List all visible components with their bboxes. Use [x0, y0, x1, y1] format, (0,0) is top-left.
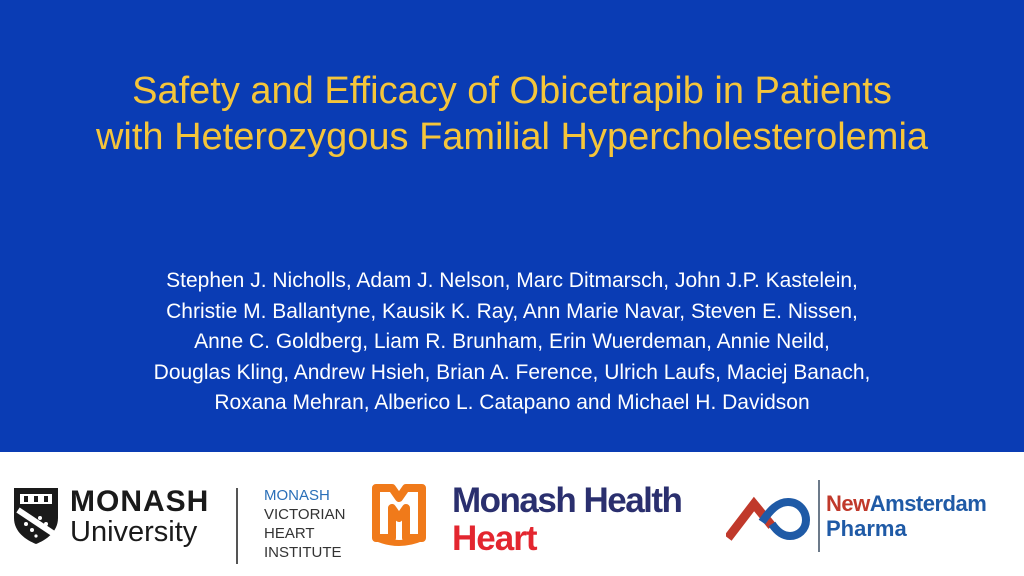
title-slide-background: Safety and Efficacy of Obicetrapib in Pa…: [0, 0, 1024, 452]
pharma-word: Pharma: [826, 516, 907, 541]
amsterdam-word: Amsterdam: [869, 491, 987, 516]
author-line: Roxana Mehran, Alberico L. Catapano and …: [214, 391, 810, 414]
newamsterdam-mark-icon: [726, 496, 811, 541]
author-line: Anne C. Goldberg, Liam R. Brunham, Erin …: [194, 330, 830, 353]
newamsterdam-word: NewAmsterdam: [826, 492, 1022, 516]
newamsterdam-divider: [818, 480, 820, 552]
mvhi-line: HEART: [264, 525, 315, 542]
university-word: University: [70, 516, 198, 548]
sponsor-logo-band: MONASH University MONASH VICTORIAN HEART…: [0, 452, 1024, 576]
monash-crest-icon: [14, 488, 58, 544]
author-line: Stephen J. Nicholls, Adam J. Nelson, Mar…: [166, 269, 858, 292]
mvhi-line: MONASH: [264, 487, 330, 504]
monash-health-word: Monash Health: [452, 481, 683, 520]
mvhi-logo: MONASH VICTORIAN HEART INSTITUTE: [264, 486, 364, 562]
newamsterdam-pharma-logo: NewAmsterdam Pharma: [826, 492, 1022, 542]
title-line: Safety and Efficacy of Obicetrapib in Pa…: [132, 70, 892, 112]
title-line: with Heterozygous Familial Hypercholeste…: [95, 116, 929, 158]
monash-health-heart-icon: [372, 484, 426, 546]
author-line: Douglas Kling, Andrew Hsieh, Brian A. Fe…: [153, 360, 871, 384]
new-word: New: [826, 491, 870, 516]
mvhi-line: INSTITUTE: [264, 544, 342, 561]
monash-word: MONASH: [70, 485, 210, 518]
author-list: Stephen J. Nicholls, Adam J. Nelson, Mar…: [0, 266, 1024, 419]
mvhi-line: VICTORIAN: [264, 506, 346, 523]
author-line: Christie M. Ballantyne, Kausik K. Ray, A…: [166, 299, 858, 323]
monash-health-heart-logo: Monash Health Heart: [452, 482, 722, 558]
logo-divider: [236, 488, 238, 564]
slide-title: Safety and Efficacy of Obicetrapib in Pa…: [0, 68, 1024, 160]
monash-university-logo: MONASH University: [10, 484, 230, 548]
heart-word: Heart: [452, 519, 537, 558]
